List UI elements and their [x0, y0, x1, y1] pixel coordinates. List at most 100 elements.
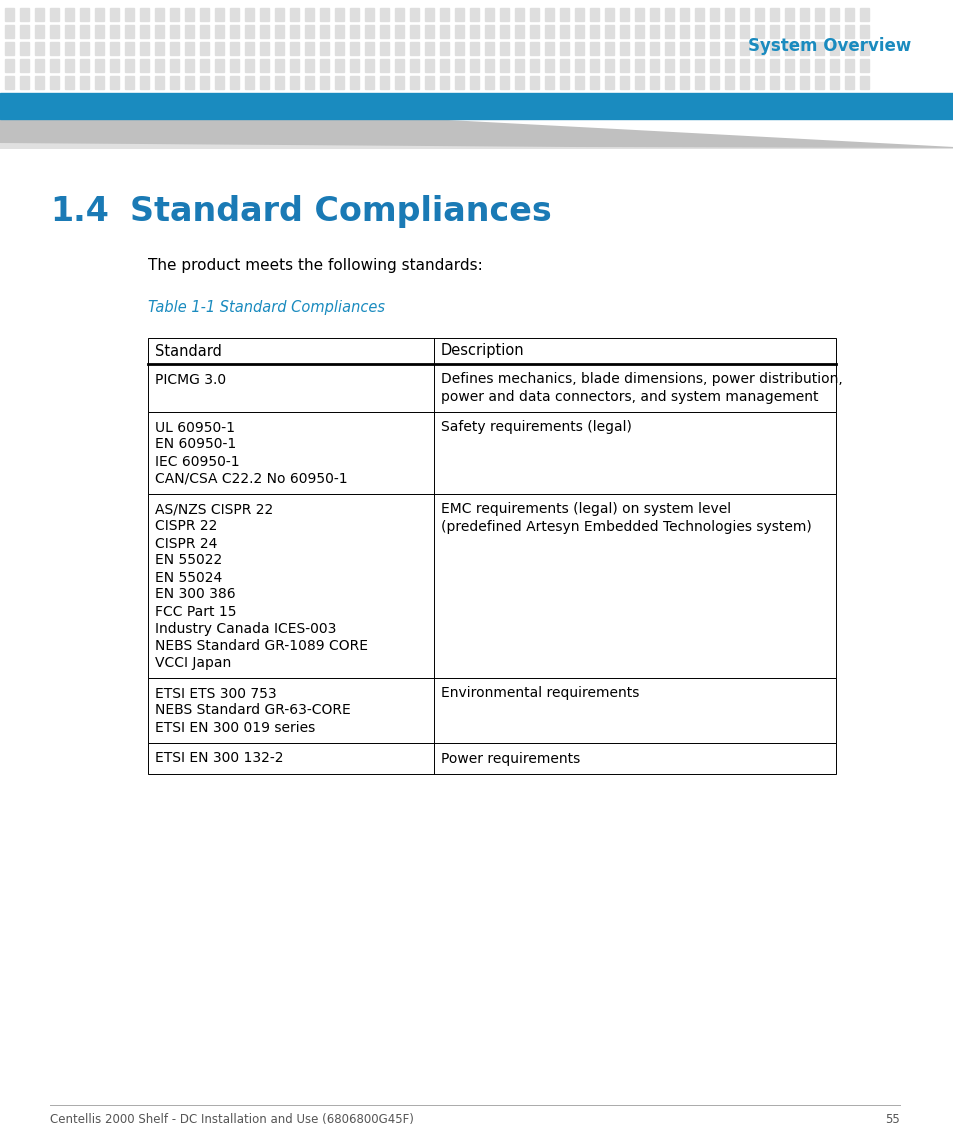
Bar: [649, 42, 659, 55]
Bar: [200, 25, 209, 38]
Text: (predefined Artesyn Embedded Technologies system): (predefined Artesyn Embedded Technologie…: [440, 520, 810, 534]
Bar: [110, 76, 119, 89]
Bar: [740, 76, 748, 89]
Bar: [260, 8, 269, 21]
Text: EN 300 386: EN 300 386: [154, 587, 235, 601]
Bar: [530, 8, 538, 21]
Bar: [65, 76, 74, 89]
Bar: [50, 60, 59, 72]
Bar: [35, 8, 44, 21]
Bar: [679, 76, 688, 89]
Bar: [800, 25, 808, 38]
Text: NEBS Standard GR-63-CORE: NEBS Standard GR-63-CORE: [154, 703, 351, 718]
Bar: [679, 8, 688, 21]
Bar: [20, 8, 29, 21]
Text: VCCI Japan: VCCI Japan: [154, 655, 231, 670]
Bar: [125, 76, 133, 89]
Bar: [410, 8, 418, 21]
Bar: [499, 25, 509, 38]
Text: power and data connectors, and system management: power and data connectors, and system ma…: [440, 389, 817, 403]
Bar: [65, 60, 74, 72]
Bar: [35, 60, 44, 72]
Bar: [604, 8, 614, 21]
Bar: [424, 8, 434, 21]
Bar: [589, 60, 598, 72]
Bar: [379, 25, 389, 38]
Bar: [379, 60, 389, 72]
Bar: [814, 60, 823, 72]
Bar: [5, 60, 14, 72]
Bar: [484, 25, 494, 38]
Bar: [484, 42, 494, 55]
Bar: [559, 60, 568, 72]
Text: Centellis 2000 Shelf - DC Installation and Use (6806800G45F): Centellis 2000 Shelf - DC Installation a…: [50, 1113, 414, 1126]
Text: AS/NZS CISPR 22: AS/NZS CISPR 22: [154, 503, 273, 516]
Bar: [604, 60, 614, 72]
Bar: [424, 25, 434, 38]
Bar: [530, 42, 538, 55]
Bar: [140, 60, 149, 72]
Bar: [319, 8, 329, 21]
Bar: [214, 42, 224, 55]
Bar: [814, 76, 823, 89]
Bar: [559, 42, 568, 55]
Text: Environmental requirements: Environmental requirements: [440, 687, 639, 701]
Bar: [455, 25, 463, 38]
Bar: [859, 8, 868, 21]
Bar: [769, 8, 779, 21]
Bar: [20, 25, 29, 38]
Bar: [724, 25, 733, 38]
Bar: [784, 25, 793, 38]
Bar: [499, 8, 509, 21]
Bar: [424, 42, 434, 55]
Bar: [365, 25, 374, 38]
Bar: [110, 8, 119, 21]
Bar: [544, 25, 554, 38]
Bar: [5, 42, 14, 55]
Bar: [319, 76, 329, 89]
Bar: [65, 8, 74, 21]
Bar: [140, 25, 149, 38]
Bar: [515, 25, 523, 38]
Bar: [530, 76, 538, 89]
Bar: [20, 76, 29, 89]
Bar: [754, 60, 763, 72]
Bar: [50, 8, 59, 21]
Bar: [544, 42, 554, 55]
Bar: [754, 8, 763, 21]
Bar: [200, 8, 209, 21]
Bar: [664, 42, 673, 55]
Bar: [200, 60, 209, 72]
Text: Description: Description: [440, 344, 523, 358]
Bar: [274, 25, 284, 38]
Bar: [230, 60, 239, 72]
Bar: [635, 8, 643, 21]
Bar: [424, 76, 434, 89]
Text: EN 60950-1: EN 60950-1: [154, 437, 236, 451]
Bar: [274, 76, 284, 89]
Bar: [754, 76, 763, 89]
Bar: [544, 60, 554, 72]
Bar: [499, 42, 509, 55]
Bar: [589, 8, 598, 21]
Bar: [844, 8, 853, 21]
Bar: [800, 60, 808, 72]
Bar: [709, 60, 719, 72]
Bar: [148, 493, 835, 678]
Bar: [110, 25, 119, 38]
Bar: [679, 25, 688, 38]
Bar: [619, 42, 628, 55]
Bar: [649, 60, 659, 72]
Bar: [95, 60, 104, 72]
Bar: [635, 42, 643, 55]
Bar: [814, 25, 823, 38]
Bar: [814, 8, 823, 21]
Bar: [769, 42, 779, 55]
Bar: [679, 42, 688, 55]
Bar: [140, 8, 149, 21]
Bar: [125, 25, 133, 38]
Bar: [50, 42, 59, 55]
Text: CISPR 22: CISPR 22: [154, 520, 217, 534]
Bar: [395, 76, 403, 89]
Bar: [859, 76, 868, 89]
